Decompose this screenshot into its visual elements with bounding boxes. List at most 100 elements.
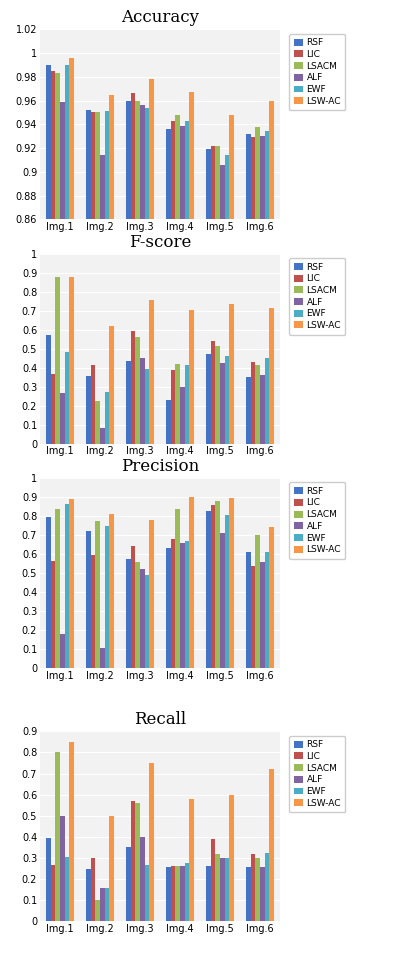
Bar: [64, 352, 69, 444]
Bar: [269, 527, 274, 668]
Bar: [100, 648, 105, 668]
Bar: [51, 71, 55, 975]
Bar: [140, 569, 145, 668]
Bar: [225, 155, 229, 975]
Bar: [60, 101, 64, 975]
Bar: [100, 155, 105, 975]
Bar: [211, 838, 216, 921]
Bar: [105, 392, 109, 444]
Bar: [251, 362, 255, 444]
Bar: [69, 277, 74, 444]
Bar: [251, 854, 255, 921]
Bar: [51, 562, 55, 668]
Bar: [255, 127, 260, 975]
Bar: [55, 73, 60, 975]
Bar: [206, 511, 211, 668]
Bar: [206, 867, 211, 921]
Bar: [189, 93, 194, 975]
Bar: [189, 800, 194, 921]
Bar: [269, 769, 274, 921]
Bar: [55, 277, 60, 444]
Bar: [246, 552, 251, 668]
Bar: [185, 121, 189, 975]
Bar: [166, 400, 171, 444]
Bar: [166, 548, 171, 668]
Bar: [260, 136, 265, 975]
Bar: [251, 566, 255, 668]
Bar: [149, 300, 154, 444]
Bar: [166, 129, 171, 975]
Bar: [171, 370, 176, 444]
Bar: [69, 742, 74, 921]
Bar: [211, 505, 216, 668]
Bar: [96, 522, 100, 668]
Bar: [265, 853, 269, 921]
Bar: [91, 365, 95, 444]
Bar: [135, 100, 140, 975]
Legend: RSF, LIC, LSACM, ALF, EWF, LSW-AC: RSF, LIC, LSACM, ALF, EWF, LSW-AC: [289, 258, 346, 334]
Bar: [211, 145, 216, 975]
Bar: [175, 115, 180, 975]
Bar: [109, 95, 114, 975]
Bar: [269, 100, 274, 975]
Bar: [135, 337, 140, 444]
Title: Accuracy: Accuracy: [121, 10, 199, 26]
Title: F-score: F-score: [129, 234, 191, 251]
Bar: [60, 816, 64, 921]
Bar: [220, 363, 225, 444]
Bar: [145, 866, 149, 921]
Bar: [86, 376, 91, 444]
Bar: [69, 58, 74, 975]
Bar: [135, 803, 140, 921]
Bar: [171, 867, 176, 921]
Bar: [86, 110, 91, 975]
Legend: RSF, LIC, LSACM, ALF, EWF, LSW-AC: RSF, LIC, LSACM, ALF, EWF, LSW-AC: [289, 34, 346, 110]
Bar: [215, 854, 220, 921]
Bar: [265, 132, 269, 975]
Bar: [265, 552, 269, 668]
Bar: [229, 795, 234, 921]
Bar: [229, 497, 234, 668]
Bar: [260, 562, 265, 668]
Bar: [60, 634, 64, 668]
Bar: [166, 867, 171, 921]
Bar: [91, 555, 95, 668]
Bar: [91, 112, 95, 975]
Bar: [246, 377, 251, 444]
Bar: [145, 370, 149, 444]
Bar: [86, 869, 91, 921]
Bar: [229, 115, 234, 975]
Bar: [185, 863, 189, 921]
Bar: [105, 888, 109, 921]
Bar: [149, 79, 154, 975]
Bar: [260, 375, 265, 444]
Bar: [131, 331, 135, 444]
Bar: [175, 364, 180, 444]
Bar: [215, 145, 220, 975]
Bar: [46, 65, 51, 975]
Bar: [131, 546, 135, 668]
Bar: [180, 386, 185, 444]
Bar: [225, 515, 229, 668]
Bar: [126, 100, 131, 975]
Bar: [185, 365, 189, 444]
Bar: [215, 346, 220, 444]
Bar: [60, 393, 64, 444]
Bar: [109, 326, 114, 444]
Bar: [175, 867, 180, 921]
Bar: [180, 866, 185, 921]
Bar: [246, 867, 251, 921]
Bar: [269, 308, 274, 444]
Legend: RSF, LIC, LSACM, ALF, EWF, LSW-AC: RSF, LIC, LSACM, ALF, EWF, LSW-AC: [289, 483, 346, 559]
Bar: [100, 887, 105, 921]
Bar: [51, 373, 55, 444]
Bar: [265, 359, 269, 444]
Title: Recall: Recall: [134, 712, 186, 728]
Bar: [225, 858, 229, 921]
Bar: [64, 504, 69, 668]
Bar: [171, 121, 176, 975]
Bar: [246, 134, 251, 975]
Bar: [255, 858, 260, 921]
Bar: [105, 526, 109, 668]
Bar: [126, 847, 131, 921]
